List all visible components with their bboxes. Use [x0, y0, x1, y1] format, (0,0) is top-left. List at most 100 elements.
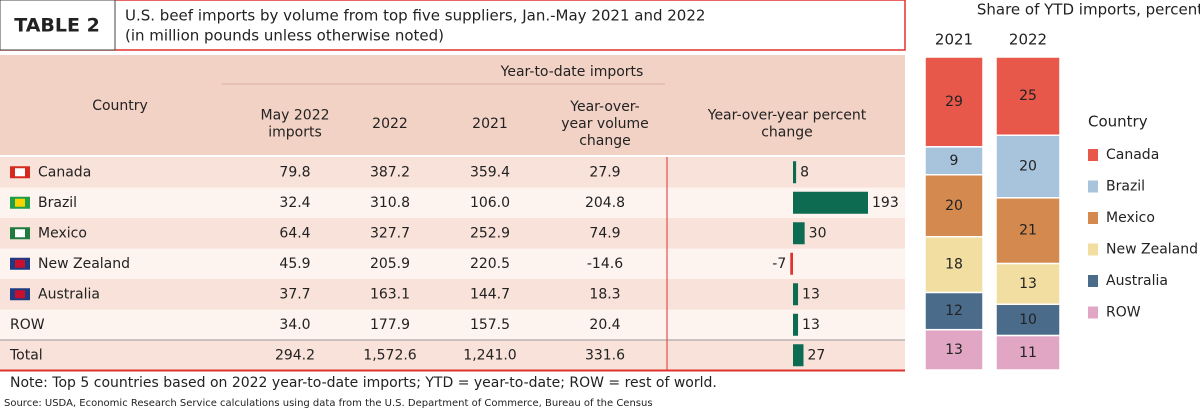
cell: 20.4 — [589, 317, 620, 333]
legend-label: Brazil — [1106, 179, 1145, 195]
cell: 45.9 — [279, 256, 310, 272]
row-label: ROW — [10, 317, 45, 333]
cell: 1,241.0 — [463, 347, 516, 363]
cell: 359.4 — [470, 164, 510, 180]
legend-label: ROW — [1106, 305, 1141, 321]
header-box — [0, 0, 906, 51]
legend-label: Mexico — [1106, 210, 1155, 226]
column-header: imports — [268, 125, 322, 141]
cell: 327.7 — [370, 225, 410, 241]
cell: 294.2 — [275, 347, 315, 363]
pct-bar — [793, 222, 805, 245]
legend-label: Australia — [1106, 273, 1168, 289]
flag-detail — [15, 168, 25, 177]
segment — [995, 197, 1061, 265]
segment-label: 11 — [1019, 345, 1037, 361]
row-label: Canada — [38, 164, 91, 180]
row-label: Australia — [38, 286, 100, 302]
segment-label: 21 — [1019, 223, 1037, 239]
flag-detail — [15, 229, 25, 238]
note: Note: Top 5 countries based on 2022 year… — [10, 375, 717, 391]
row-label: Total — [9, 347, 43, 363]
legend-swatch — [1088, 149, 1098, 161]
column-header: May 2022 — [260, 108, 329, 124]
row-bg — [0, 248, 905, 279]
row-bg — [0, 157, 905, 188]
source: Source: USDA, Economic Research Service … — [4, 398, 653, 409]
legend-swatch — [1088, 275, 1098, 287]
x-tick-label: 2022 — [1009, 31, 1047, 49]
column-header: 2022 — [372, 116, 408, 132]
pct-bar — [793, 283, 799, 306]
segment-label: 13 — [1019, 276, 1037, 292]
cell: 177.9 — [370, 317, 410, 333]
cell: 64.4 — [279, 225, 310, 241]
table-tag: TABLE 2 — [14, 15, 100, 37]
cell: 32.4 — [279, 195, 310, 211]
table-title: U.S. beef imports by volume from top fiv… — [125, 7, 705, 25]
pct-bar — [790, 252, 793, 275]
legend-label: New Zealand — [1106, 242, 1198, 258]
x-tick-label: 2021 — [935, 31, 973, 49]
segment-label: 29 — [945, 94, 963, 110]
table-head-bg — [0, 55, 905, 155]
column-header: Year-over- — [569, 99, 639, 115]
flag-detail — [15, 259, 25, 268]
cell: 79.8 — [279, 164, 310, 180]
cell: 144.7 — [470, 286, 510, 302]
row-label: Mexico — [38, 225, 87, 241]
pct-bar — [793, 161, 797, 184]
chart-title: Share of YTD imports, percent — [977, 1, 1200, 19]
pct-bar — [793, 191, 868, 214]
cell: 106.0 — [470, 195, 510, 211]
column-header: Year-over-year percent — [707, 108, 867, 124]
segment-label: 18 — [945, 257, 963, 273]
cell: 387.2 — [370, 164, 410, 180]
cell: 163.1 — [370, 286, 410, 302]
row-label: Brazil — [38, 195, 77, 211]
pct-label: 13 — [802, 317, 820, 333]
cell: 310.8 — [370, 195, 410, 211]
cell: 205.9 — [370, 256, 410, 272]
row-bg — [0, 279, 905, 310]
legend-swatch — [1088, 306, 1098, 319]
cell: 74.9 — [589, 225, 620, 241]
segment-label: 20 — [945, 198, 963, 214]
cell: 18.3 — [589, 286, 620, 302]
row-label: New Zealand — [38, 256, 130, 272]
pct-label: -7 — [772, 256, 786, 272]
row-bg — [0, 340, 905, 371]
cell: 37.7 — [279, 286, 310, 302]
segment — [995, 134, 1061, 199]
cell: -14.6 — [587, 256, 623, 272]
segment-label: 12 — [945, 303, 963, 319]
segment — [924, 328, 984, 371]
segment-label: 25 — [1019, 88, 1037, 104]
cell: 27.9 — [589, 164, 620, 180]
segment — [924, 56, 984, 148]
group-header: Year-to-date imports — [500, 64, 644, 80]
column-header: year volume — [561, 116, 649, 132]
cell: 220.5 — [470, 256, 510, 272]
segment — [924, 291, 984, 331]
cell: 157.5 — [470, 317, 510, 333]
segment — [995, 262, 1061, 306]
column-header: 2021 — [472, 116, 508, 132]
segment — [924, 146, 984, 176]
pct-label: 193 — [872, 195, 899, 211]
segment — [924, 174, 984, 238]
pct-label: 8 — [800, 164, 809, 180]
pct-bar — [793, 344, 804, 367]
flag-detail — [15, 290, 25, 299]
cell: 331.6 — [585, 347, 625, 363]
cell: 204.8 — [585, 195, 625, 211]
column-header: Country — [92, 98, 148, 114]
pct-label: 27 — [807, 347, 825, 363]
legend-swatch — [1088, 180, 1098, 193]
segment-label: 13 — [945, 342, 963, 358]
row-bg — [0, 218, 905, 249]
cell: 34.0 — [279, 317, 310, 333]
segment-label: 10 — [1019, 312, 1037, 328]
legend-swatch — [1088, 212, 1098, 224]
